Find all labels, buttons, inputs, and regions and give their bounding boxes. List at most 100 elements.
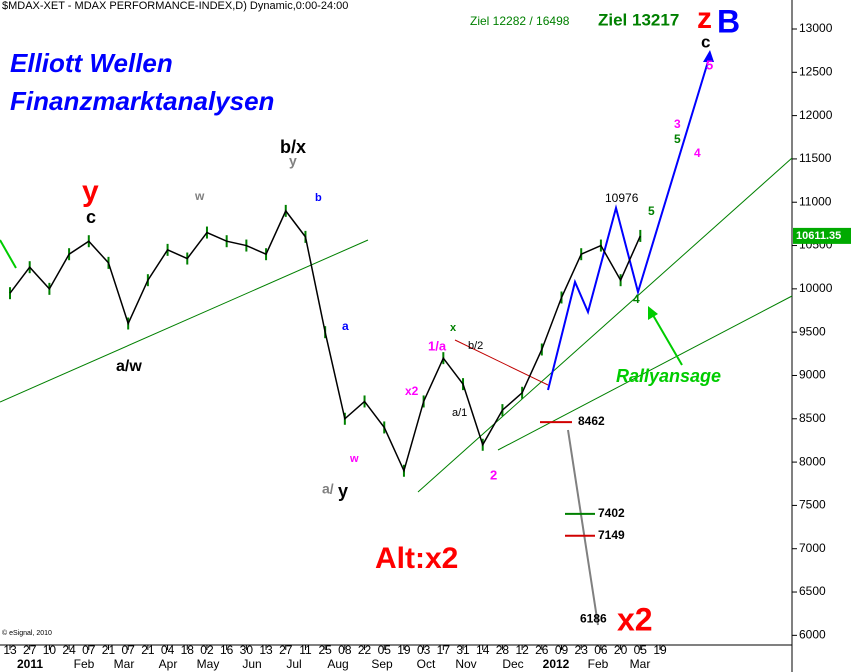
annotation: 5 [706,57,713,72]
x-tick-label: 11 [299,643,312,657]
y-tick-label: 6500 [799,584,826,598]
x-tick-label: 24 [62,643,76,657]
annotation: c [701,32,710,51]
annotation: a/ [322,481,334,497]
x-tick-label: 07 [122,643,136,657]
x-month-label: Nov [455,657,476,671]
y-tick-label: 12500 [799,64,833,78]
annotation: a/1 [452,407,467,419]
last-price-label: 10611.35 [796,230,841,242]
x-tick-label: 27 [23,643,37,657]
x-tick-label: 06 [594,643,608,657]
annotation: b/2 [468,340,483,352]
x-tick-label: 21 [141,643,155,657]
arrow [0,239,17,269]
annotation: B [717,3,740,39]
level-label: 7149 [598,528,625,542]
y-tick-label: 13000 [799,21,833,35]
y-tick-label: 12000 [799,108,833,122]
x-month-label: Apr [159,657,178,671]
annotation: y [82,175,99,208]
annotation: y [289,153,297,169]
x-tick-label: 19 [397,643,411,657]
annotation: w [349,453,359,465]
annotation: 4 [694,146,701,160]
trend-line [454,339,549,386]
x-month-label: Mar [114,657,135,671]
y-tick-label: 6000 [799,628,826,642]
annotation: Finanzmarktanalysen [10,86,274,116]
arrow [649,309,683,366]
level-label: 7402 [598,506,625,520]
x-month-label: Dec [502,657,523,671]
x-tick-label: 07 [82,643,96,657]
annotation: 10976 [605,191,639,205]
annotation: Ziel 13217 [598,10,679,29]
x-tick-label: 22 [358,643,372,657]
trend-line [497,295,793,451]
annotation: y [338,481,348,501]
x-month-label: 2012 [543,657,570,671]
annotation: w [194,189,205,203]
x-month-label: Jun [242,657,261,671]
annotation: 3 [674,117,681,131]
x-month-label: Sep [371,657,393,671]
x-tick-label: 13 [3,643,17,657]
annotation: a/w [116,358,142,375]
y-tick-label: 9000 [799,368,826,382]
arrow-head [703,50,714,62]
x-month-label: Aug [327,657,348,671]
x-tick-label: 31 [456,643,470,657]
x-tick-label: 27 [279,643,293,657]
last-price-box [793,227,851,244]
annotation: c [86,207,96,227]
annotation: a [342,319,349,333]
connector [567,429,599,626]
annotation: x2 [405,384,419,398]
y-tick-label: 9500 [799,324,826,338]
x-tick-label: 25 [318,643,332,657]
annotation: 4 [633,292,640,306]
y-tick-label: 8000 [799,454,826,468]
x-tick-label: 04 [161,643,175,657]
annotation: b [315,192,322,204]
annotation: b/x [280,137,306,157]
y-tick-label: 11500 [799,151,832,165]
x-tick-label: 21 [102,643,116,657]
x-tick-label: 13 [259,643,273,657]
annotation: 2 [490,467,497,482]
x-month-label: Feb [74,657,95,671]
x-tick-label: 16 [220,643,234,657]
x-month-label: Oct [417,657,436,671]
x-month-label: 2011 [17,657,43,671]
annotation: z [697,2,712,35]
y-tick-label: 10000 [799,281,833,295]
annotation: Elliott Wellen [10,48,173,78]
x-tick-label: 28 [496,643,510,657]
y-tick-label: 11000 [799,194,832,208]
annotation: 5 [674,132,681,146]
annotation: Rallyansage [616,366,721,386]
x-tick-label: 14 [476,643,490,657]
y-tick-label: 7500 [799,498,826,512]
x-tick-label: 26 [535,643,549,657]
x-tick-label: 20 [614,643,628,657]
x-tick-label: 05 [378,643,392,657]
annotation: Alt:x2 [375,542,458,575]
annotation: 5 [648,204,655,218]
x-tick-label: 18 [181,643,195,657]
x-month-label: Mar [630,657,651,671]
trend-line [0,239,369,403]
x-tick-label: 12 [515,643,529,657]
projection [547,54,711,391]
x-month-label: May [197,657,220,671]
x-month-label: Jul [286,657,301,671]
annotation: 1/a [428,338,447,353]
annotation: x2 [617,601,653,637]
level-label: 8462 [578,414,605,428]
chart-title: $MDAX-XET - MDAX PERFORMANCE-INDEX,D) Dy… [2,0,348,12]
x-tick-label: 10 [43,643,57,657]
level-label: 6186 [580,611,607,625]
price-line [9,209,641,473]
